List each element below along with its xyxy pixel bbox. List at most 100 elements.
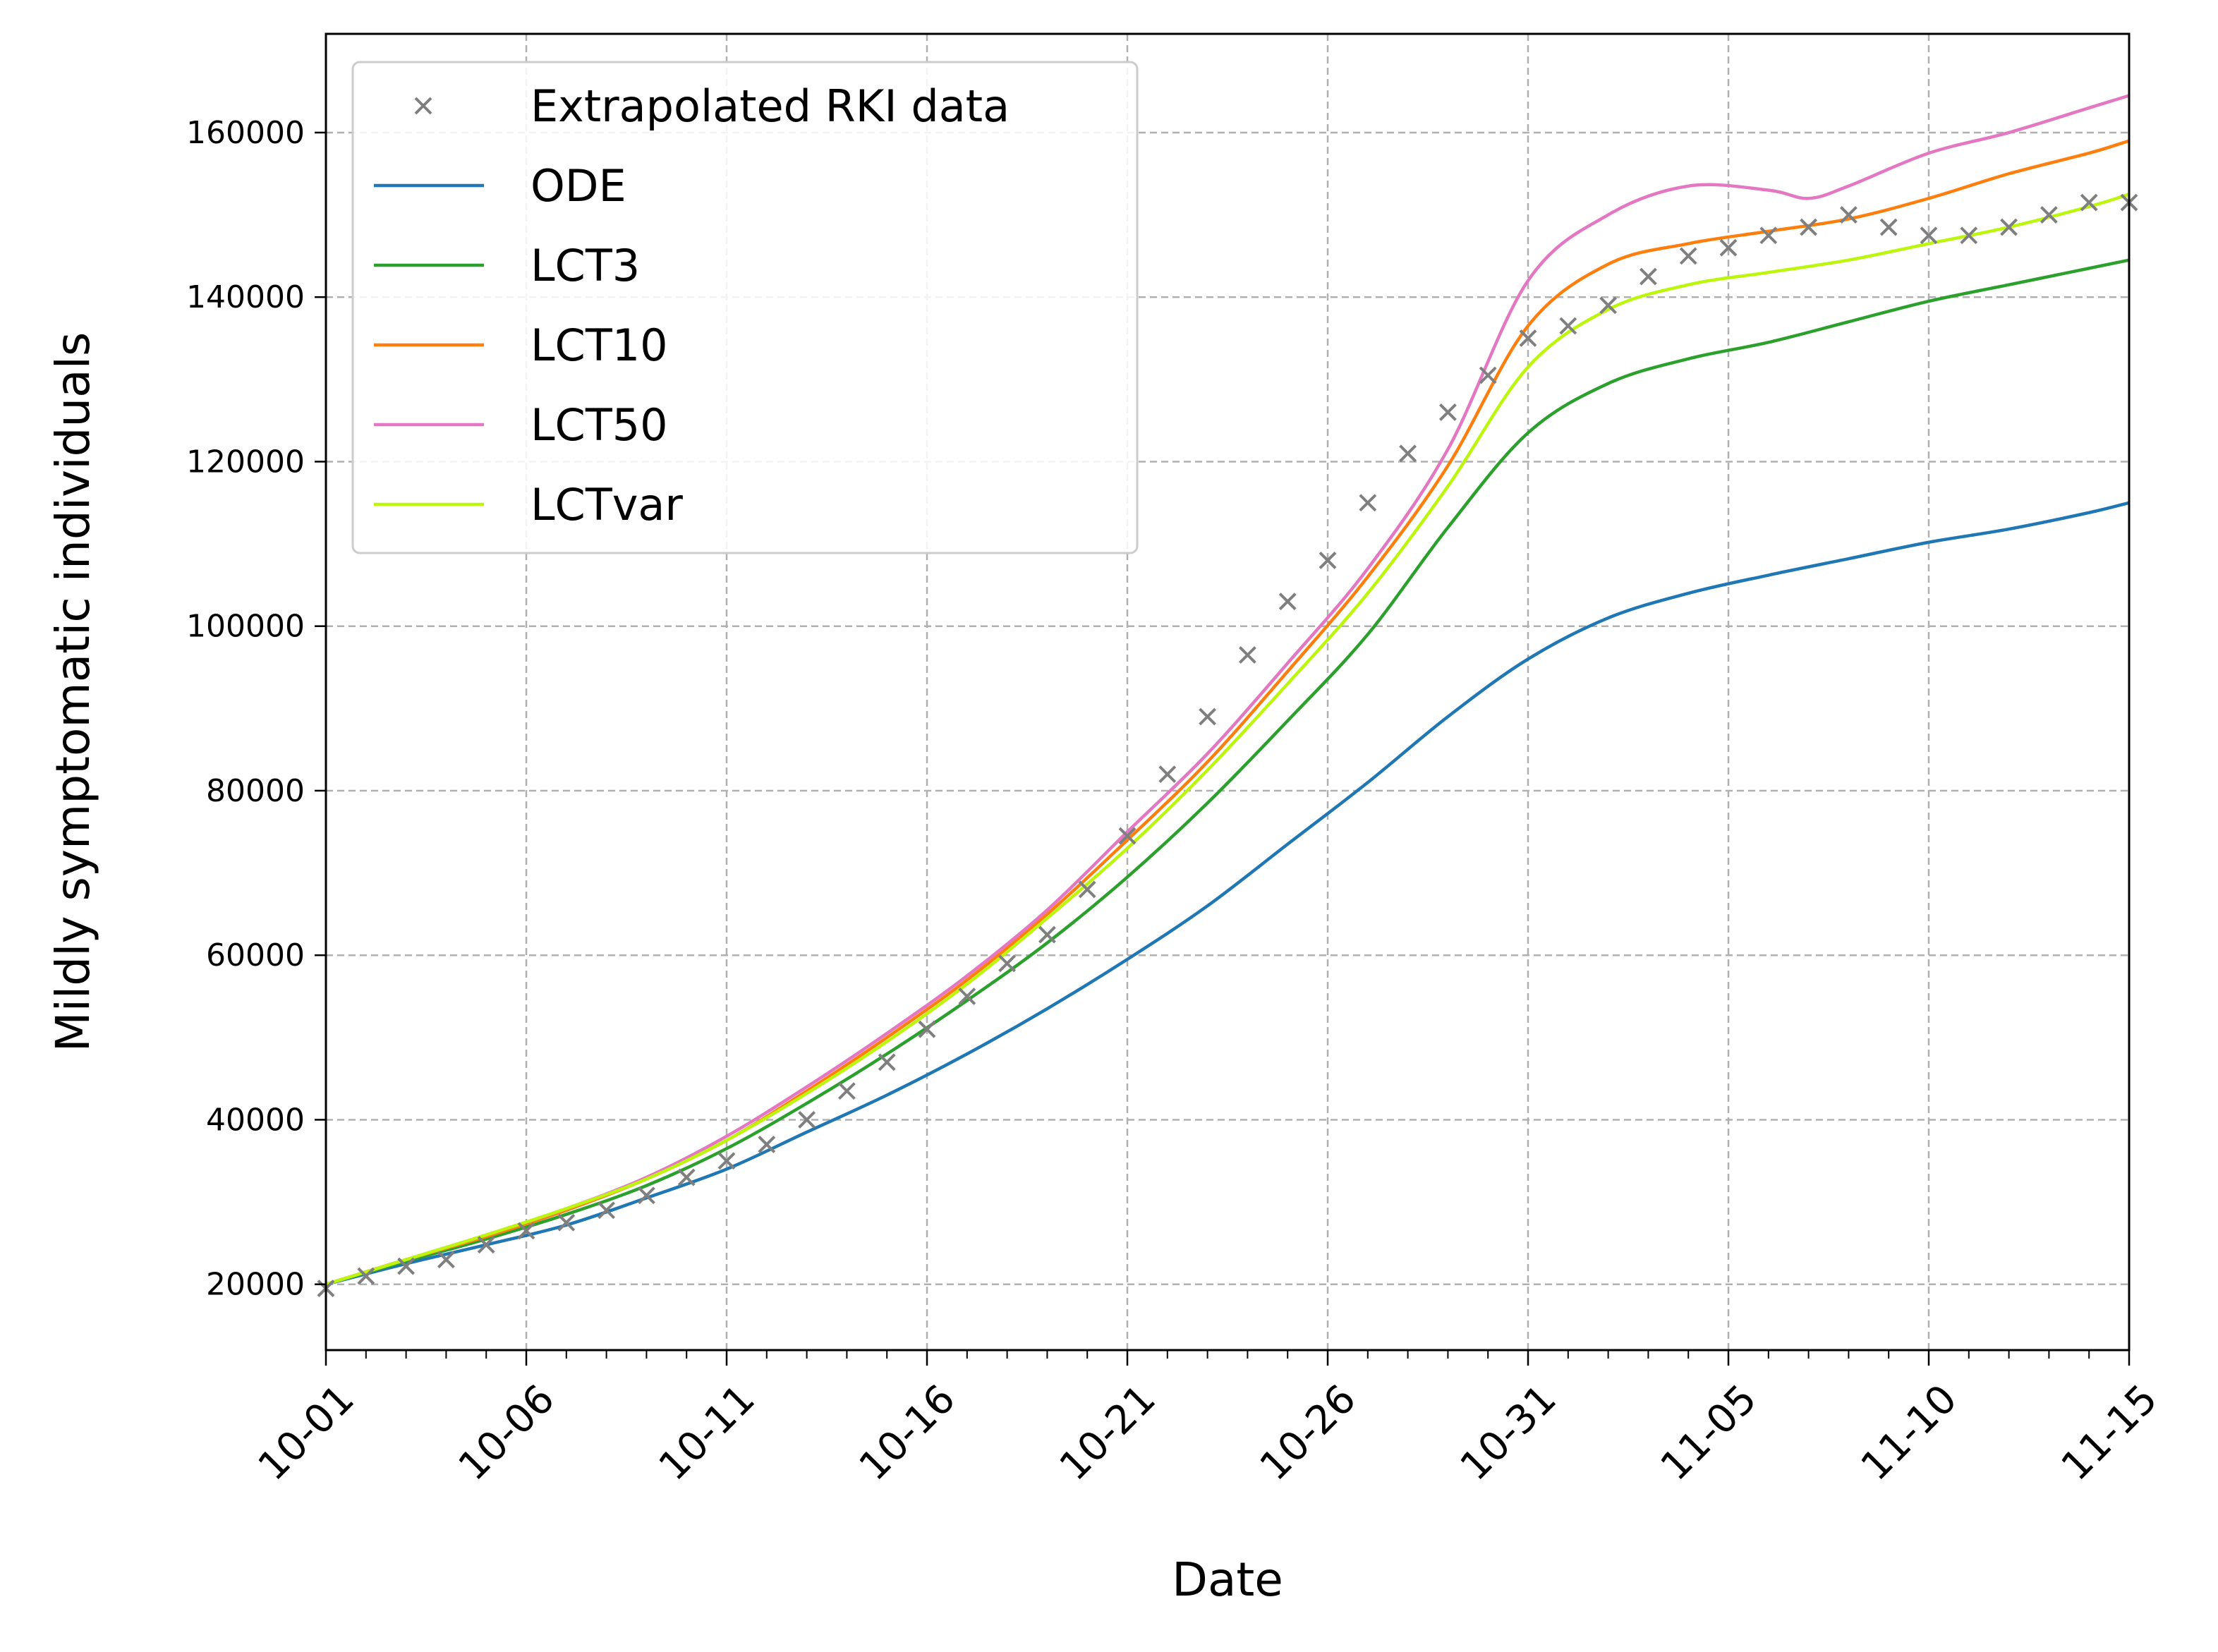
- x-marker: [1278, 593, 1297, 611]
- legend-label: LCT10: [531, 320, 668, 371]
- rki-data-point: [958, 988, 976, 1005]
- legend-label: Extrapolated RKI data: [531, 80, 1010, 132]
- x-marker: [798, 1111, 816, 1129]
- x-marker: [1879, 218, 1898, 236]
- x-marker: [357, 1267, 375, 1285]
- legend-entry-lct10: LCT10: [374, 320, 668, 371]
- rki-data-point: [677, 1168, 696, 1186]
- x-marker: [1839, 206, 1858, 224]
- y-tick-label: 160000: [186, 115, 305, 151]
- rki-data-point: [1599, 296, 1618, 315]
- x-marker: [837, 1082, 856, 1100]
- rki-data-point: [1679, 247, 1697, 265]
- x-axis-label: Date: [1172, 1553, 1283, 1607]
- series-line-lct3: [325, 258, 2130, 1286]
- rki-data-point: [918, 1020, 936, 1038]
- rki-data-point: [1238, 646, 1256, 664]
- x-marker: [1319, 551, 1337, 569]
- x-marker: [2080, 193, 2098, 212]
- y-tick-label: 80000: [206, 773, 305, 809]
- rki-data-point: [1118, 827, 1137, 845]
- rki-data-point: [1519, 329, 1537, 347]
- rki-data-point: [637, 1186, 655, 1205]
- y-tick-label: 60000: [206, 937, 305, 973]
- x-marker: [477, 1236, 495, 1254]
- rki-data-point: [717, 1152, 736, 1170]
- series-line-lctvar: [325, 193, 2130, 1286]
- rki-data-point: [1559, 317, 1577, 335]
- x-marker: [1559, 317, 1577, 335]
- x-marker: [1399, 444, 1417, 463]
- y-tick-label: 40000: [206, 1102, 305, 1138]
- x-marker: [2040, 206, 2058, 224]
- rki-data-point: [1399, 444, 1417, 463]
- rki-data-point: [837, 1082, 856, 1100]
- legend-entry-lct3: LCT3: [374, 240, 640, 291]
- legend-entry-lct50: LCT50: [374, 399, 668, 451]
- series-line-lct50: [325, 94, 2130, 1286]
- rki-data-point: [1960, 226, 1978, 245]
- legend-box: [351, 61, 1139, 554]
- x-marker: [677, 1168, 696, 1186]
- x-marker: [998, 954, 1017, 973]
- rki-data-point: [1759, 226, 1778, 245]
- x-marker: [1438, 403, 1457, 421]
- x-marker: [758, 1136, 776, 1153]
- x-marker: [1800, 218, 1818, 236]
- x-marker: [1038, 925, 1056, 944]
- rki-data-point: [1199, 707, 1217, 726]
- rki-data-point: [397, 1257, 416, 1275]
- rki-data-point: [437, 1251, 455, 1269]
- rki-data-point: [1839, 206, 1858, 224]
- x-marker: [1920, 226, 1938, 245]
- plot-area: [317, 94, 2138, 1297]
- x-marker: [1519, 329, 1537, 347]
- rki-data-point: [598, 1201, 616, 1220]
- y-tick-label: 140000: [186, 279, 305, 315]
- legend: Extrapolated RKI data ODE LCT3 LCT10 LCT50 LC…: [351, 61, 1139, 554]
- x-marker: [1199, 707, 1217, 726]
- x-marker: [1078, 880, 1096, 899]
- x-marker: [1599, 296, 1618, 315]
- rki-data-point: [1038, 925, 1056, 944]
- x-marker: [1238, 646, 1256, 664]
- x-marker: [1639, 267, 1657, 286]
- x-marker: [1158, 765, 1177, 784]
- legend-marker: [414, 97, 432, 115]
- rki-data-point: [1438, 403, 1457, 421]
- rki-data-point: [758, 1136, 776, 1153]
- rki-data-point: [798, 1111, 816, 1129]
- x-marker: [517, 1222, 535, 1240]
- x-marker: [598, 1201, 616, 1220]
- rki-data-point: [1359, 494, 1377, 512]
- rki-data-point: [517, 1222, 535, 1240]
- legend-entry-extrapolated-rki-data: Extrapolated RKI data: [414, 80, 1010, 132]
- rki-data-point: [878, 1053, 896, 1071]
- rki-data-point: [1479, 366, 1497, 384]
- rki-data-point: [2080, 193, 2098, 212]
- rki-data-point: [2040, 206, 2058, 224]
- x-marker: [1759, 226, 1778, 245]
- x-marker: [878, 1053, 896, 1071]
- y-tick-label: 100000: [186, 609, 305, 645]
- rki-data-point: [357, 1267, 375, 1285]
- x-marker: [397, 1257, 416, 1275]
- rki-data-point: [2000, 218, 2018, 236]
- rki-data-point: [1639, 267, 1657, 286]
- y-axis: 20000 40000 60000 80000 100000 120000 140000 16…: [186, 115, 326, 1303]
- rki-data-point: [1278, 593, 1297, 611]
- series-line-ode: [325, 501, 2130, 1286]
- rki-data-point: [1158, 765, 1177, 784]
- rki-data-point: [477, 1236, 495, 1254]
- rki-data-point: [1319, 551, 1337, 569]
- x-marker: [1359, 494, 1377, 512]
- x-marker: [1679, 247, 1697, 265]
- rki-data-point: [1078, 880, 1096, 899]
- rki-data-point: [1920, 226, 1938, 245]
- rki-data-point: [1800, 218, 1818, 236]
- legend-label: LCTvar: [531, 479, 683, 530]
- legend-entry-lctvar: LCTvar: [374, 479, 683, 530]
- y-tick-label: 120000: [186, 444, 305, 480]
- x-marker: [1719, 238, 1738, 257]
